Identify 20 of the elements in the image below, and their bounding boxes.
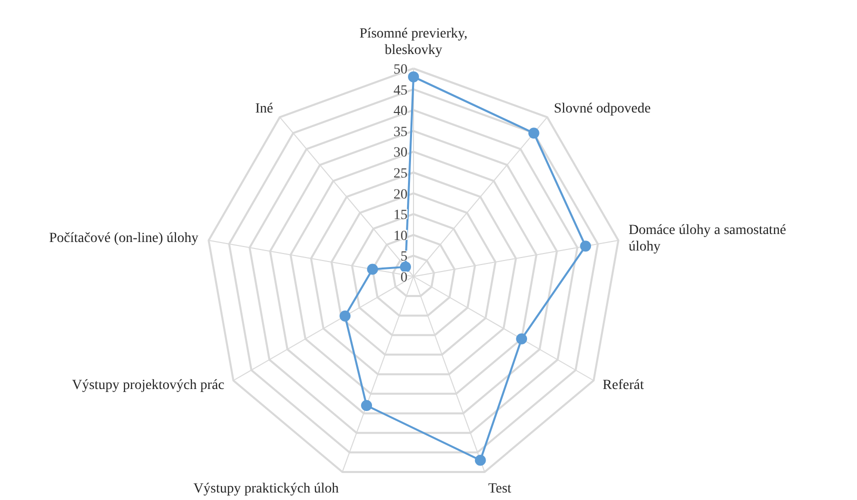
y-tick-label: 30 bbox=[394, 146, 408, 161]
spoke-label: Domáce úlohy a samostatné úlohy bbox=[628, 222, 786, 254]
spoke-label: Písomné previerky, bleskovky bbox=[360, 26, 468, 58]
spoke-label: Výstupy praktických úloh bbox=[193, 482, 339, 497]
y-tick-label: 40 bbox=[394, 104, 408, 120]
y-tick-label: 50 bbox=[394, 62, 408, 78]
y-tick-label: 20 bbox=[394, 187, 408, 202]
y-tick-label: 0 bbox=[400, 270, 408, 286]
y-tick-label: 45 bbox=[394, 83, 408, 98]
y-tick-label: 5 bbox=[400, 250, 408, 265]
spoke-label: Výstupy projektových prác bbox=[72, 378, 224, 394]
spoke-label: Referát bbox=[602, 378, 644, 394]
y-tick-label: 25 bbox=[394, 166, 408, 182]
y-tick-label: 10 bbox=[394, 228, 408, 244]
spoke-label: Slovné odpovede bbox=[554, 102, 651, 117]
y-tick-label: 35 bbox=[394, 124, 408, 140]
spoke-label: Test bbox=[488, 482, 512, 497]
spoke-label: Iné bbox=[255, 102, 274, 117]
spoke-label: Počítačové (on-line) úlohy bbox=[49, 231, 198, 246]
y-tick-label: 15 bbox=[394, 208, 408, 224]
